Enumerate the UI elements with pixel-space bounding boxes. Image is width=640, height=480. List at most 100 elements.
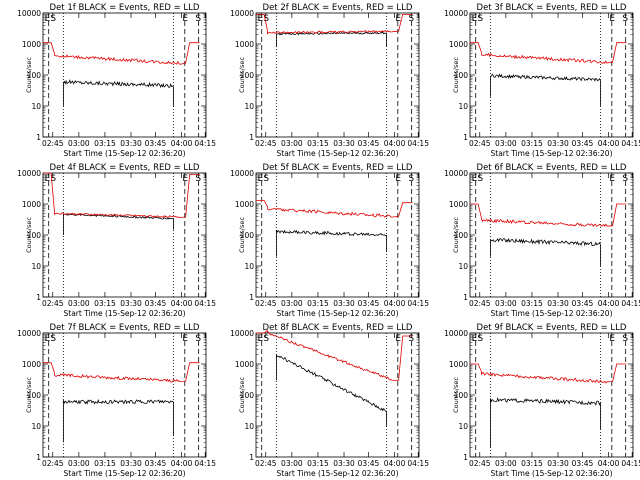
plot-frame [469,332,634,458]
x-tick-label: 02:45 [469,459,491,468]
events-series-line [276,353,387,426]
x-tick-label: 03:00 [68,299,90,308]
y-tick-label: 10 [458,262,468,271]
y-axis-label: Counts/sec [238,217,246,253]
x-tick-label: 04:00 [171,139,193,148]
panel-plot: Det 9f BLACK = Events, RED = LLD 1 10 100 10… [444,323,640,478]
x-tick-label: 03:00 [281,139,303,148]
lld-series-line [256,329,413,381]
y-tick-label: 1000 [22,360,41,369]
event-marker-label: S [408,334,414,344]
x-tick-label: 03:45 [572,459,594,468]
plot-frame [42,12,207,138]
x-tick-label: 03:00 [281,459,303,468]
lld-series-line [43,172,200,219]
y-tick-label: 1 [463,453,468,462]
event-marker-label: S [622,14,628,24]
x-tick-label: 03:15 [307,459,329,468]
lld-series-line [470,203,627,228]
x-tick-label: 04:00 [598,139,620,148]
y-axis-label: Counts/sec [25,217,33,253]
y-tick-label: 1000 [449,360,468,369]
event-marker-label: E [395,14,401,24]
panel-plot: Det 5f BLACK = Events, RED = LLD 1 10 100 10… [230,163,429,318]
x-tick-label: 02:45 [42,299,64,308]
x-tick-label: 03:00 [68,459,90,468]
x-tick-label: 03:30 [333,139,355,148]
event-marker-label: S [50,14,56,24]
lld-series-line [470,363,627,384]
x-axis-label: Start Time (15-Sep-12 02:36:20) [491,149,613,158]
event-marker-label: E [609,14,615,24]
y-tick-label: 1000 [449,40,468,49]
y-axis-label: Counts/sec [452,57,460,93]
event-marker-label: E [182,334,188,344]
event-marker-label: E [258,174,264,184]
x-tick-label: 03:15 [94,139,116,148]
event-marker-label: S [408,14,414,24]
x-tick-label: 03:45 [358,299,380,308]
y-tick-label: 1 [249,453,254,462]
x-tick-label: 04:00 [598,459,620,468]
x-tick-label: 02:45 [42,459,64,468]
y-axis-label: Counts/sec [452,217,460,253]
x-tick-label: 02:45 [255,459,277,468]
y-tick-label: 10000 [17,329,41,338]
y-tick-label: 10000 [444,169,468,178]
event-marker-label: S [622,174,628,184]
y-tick-label: 100 [240,71,255,80]
detector-panel: Det 3f BLACK = Events, RED = LLD 1 10 100 10… [427,0,640,160]
x-axis-label: Start Time (15-Sep-12 02:36:20) [64,309,186,318]
x-axis-label: Start Time (15-Sep-12 02:36:20) [277,309,399,318]
panel-plot: Det 3f BLACK = Events, RED = LLD 1 10 100 10… [444,3,640,158]
x-axis-label: Start Time (15-Sep-12 02:36:20) [64,469,186,478]
y-tick-label: 100 [240,231,255,240]
panel-plot: Det 1f BLACK = Events, RED = LLD 1 10 100 10… [17,3,216,158]
event-marker-label: S [477,14,483,24]
event-marker-label: E [45,174,51,184]
lld-series-line [43,42,200,65]
x-tick-label: 02:45 [469,139,491,148]
event-marker-label: S [408,174,414,184]
y-axis-label: Counts/sec [238,57,246,93]
panel-title: Det 8f BLACK = Events, RED = LLD [263,323,413,333]
plot-frame [469,172,634,298]
x-tick-label: 03:00 [495,139,517,148]
x-tick-label: 02:45 [255,139,277,148]
y-tick-label: 100 [454,391,469,400]
y-tick-label: 10000 [444,9,468,18]
x-axis-label: Start Time (15-Sep-12 02:36:20) [491,469,613,478]
event-marker-label: S [477,174,483,184]
y-tick-label: 1000 [235,360,254,369]
y-tick-label: 10000 [230,329,254,338]
events-series-line [490,396,601,448]
event-marker-label: E [45,14,51,24]
x-tick-label: 03:00 [495,299,517,308]
event-marker-label: S [50,334,56,344]
y-axis-label: Counts/sec [25,57,33,93]
y-tick-label: 1 [249,293,254,302]
y-tick-label: 100 [27,231,42,240]
x-tick-label: 04:00 [171,299,193,308]
panel-title: Det 3f BLACK = Events, RED = LLD [477,3,627,13]
plot-frame [42,172,207,298]
detector-panel: Det 2f BLACK = Events, RED = LLD 1 10 100 10… [213,0,429,160]
lld-series-line [470,42,627,64]
plot-frame [469,12,634,138]
event-marker-label: E [45,334,51,344]
x-tick-label: 03:30 [120,299,142,308]
x-tick-label: 02:45 [469,299,491,308]
y-tick-label: 10000 [230,9,254,18]
x-tick-label: 03:45 [572,139,594,148]
detector-panel: Det 7f BLACK = Events, RED = LLD 1 10 100 10… [0,320,216,480]
x-tick-label: 03:15 [521,459,543,468]
events-series-line [276,31,387,47]
x-tick-label: 03:45 [145,299,167,308]
y-tick-label: 10 [31,262,41,271]
y-tick-label: 1000 [235,40,254,49]
events-series-line [63,398,174,443]
y-tick-label: 1 [36,453,41,462]
panel-title: Det 9f BLACK = Events, RED = LLD [477,323,627,333]
x-tick-label: 03:30 [547,459,569,468]
